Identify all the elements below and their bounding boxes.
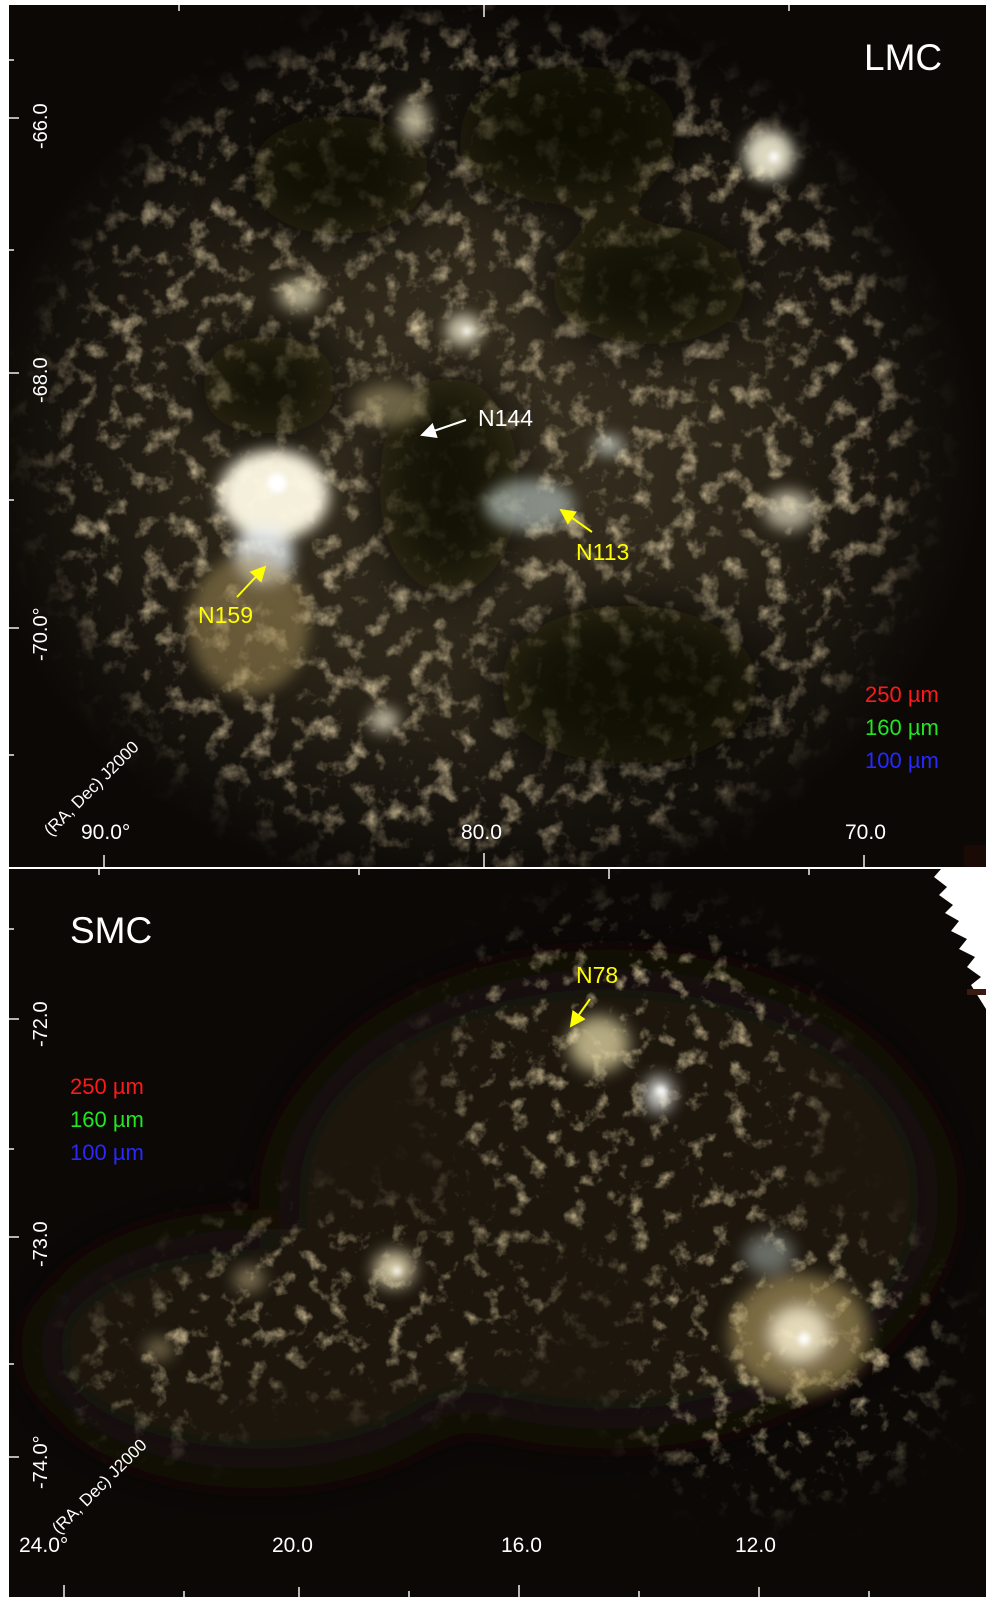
smc-panel: SMC 24.0° 20.0 16.0 12.0 -72.0 -73.0 -74… [9,869,986,1597]
smc-legend-250: 250 µm [70,1074,144,1099]
lmc-far-infrared-image [9,5,986,867]
n78-arrow [569,998,591,1028]
lmc-legend-160: 160 µm [865,715,939,740]
lmc-legend-100: 100 µm [865,748,939,773]
smc-far-infrared-image [9,869,986,1597]
smc-title: SMC [70,910,153,951]
lmc-ra-tick-70: 70.0 [845,821,886,844]
lmc-source-arrows [236,419,593,598]
smc-ra-tick-24: 24.0° [19,1534,69,1557]
n113-arrow [559,508,593,533]
lmc-ra-tick-90: 90.0° [81,821,131,844]
smc-axis-ticks [9,869,870,1597]
lmc-panel: LMC 90.0° 80.0 70.0 -66.0 -68.0 -70.0° (… [9,5,986,867]
smc-ra-tick-12: 12.0 [735,1534,776,1557]
smc-legend-160: 160 µm [70,1107,144,1132]
n159-arrow [236,565,267,598]
lmc-legend-250: 250 µm [865,682,939,707]
smc-ra-tick-16: 16.0 [501,1534,542,1557]
lmc-axis-ticks [9,5,865,867]
lmc-ra-tick-80: 80.0 [461,821,502,844]
n78-label: N78 [576,962,619,988]
smc-legend-100: 100 µm [70,1140,144,1165]
smc-ra-tick-20: 20.0 [272,1534,313,1557]
n144-label: N144 [478,405,533,431]
smc-source-arrows [569,998,591,1028]
lmc-title: LMC [864,37,943,78]
n159-label: N159 [198,602,253,628]
n144-arrow [420,419,467,439]
n113-label: N113 [576,539,630,565]
